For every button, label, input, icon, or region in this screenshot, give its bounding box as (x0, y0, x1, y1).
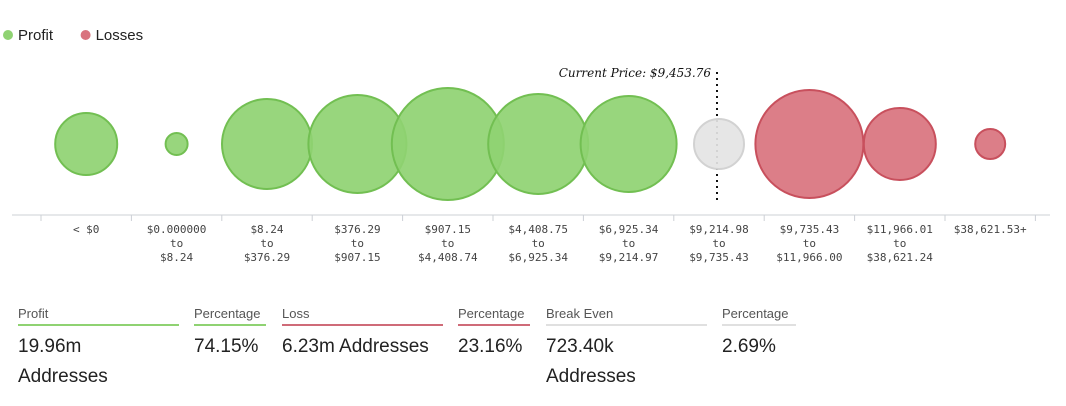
x-tick-label: $4,408.75 (508, 223, 568, 236)
legend-swatch-profit (3, 30, 13, 40)
x-tick-label: < $0 (73, 223, 100, 236)
x-tick-label: $376.29 (244, 251, 290, 264)
legend-swatch-losses (80, 30, 91, 40)
x-tick-label: $11,966.00 (776, 251, 842, 264)
legend-label-losses: Losses (96, 27, 144, 44)
x-tick-label: $907.15 (334, 251, 380, 264)
x-tick-label: $9,735.43 (780, 223, 840, 236)
x-tick-label: to (803, 237, 816, 250)
x-tick-label: to (170, 237, 183, 250)
x-tick-label: $0.000000 (147, 223, 207, 236)
x-tick-label: to (441, 237, 454, 250)
bubble-loss (974, 128, 1007, 160)
x-tick-label: $376.29 (334, 223, 380, 236)
x-tick-label: to (893, 237, 906, 250)
profit-label: Profit (18, 306, 179, 326)
loss-value: 6.23m Addresses (282, 336, 429, 357)
break-even-percentage-value: 2.69% (722, 336, 776, 357)
profit-percentage-label: Percentage (194, 306, 266, 326)
profit-percentage-stat: Percentage 74.15% (194, 306, 266, 362)
break-even-label: Break Even (546, 306, 707, 326)
loss-percentage-label: Percentage (458, 306, 530, 326)
break-even-stat: Break Even 723.40k Addresses (546, 306, 707, 392)
x-tick-label: to (351, 237, 364, 250)
bubble-profit (164, 132, 189, 156)
summary-stats: Profit 19.96m Addresses Percentage 74.15… (0, 306, 1066, 406)
profit-stat: Profit 19.96m Addresses (18, 306, 179, 392)
x-tick-label: to (712, 237, 725, 250)
bubble-profit (390, 87, 505, 201)
current-price-label: Current Price: $9,453.76 (559, 66, 712, 80)
x-tick-label: $6,925.34 (508, 251, 568, 264)
x-tick-label: $6,925.34 (599, 223, 659, 236)
profit-value: 19.96m Addresses (18, 336, 108, 387)
loss-stat: Loss 6.23m Addresses (282, 306, 443, 362)
x-tick-label: $4,408.74 (418, 251, 478, 264)
bubble-loss (754, 89, 865, 199)
profit-percentage-value: 74.15% (194, 336, 259, 357)
x-tick-label: $8.24 (250, 223, 283, 236)
bubble-profit (221, 98, 313, 190)
x-tick-label: to (260, 237, 273, 250)
x-tick-label: to (532, 237, 545, 250)
x-tick-label: $9,735.43 (689, 251, 749, 264)
break-even-value: 723.40k Addresses (546, 336, 636, 387)
bubble-profit (487, 93, 590, 195)
loss-percentage-stat: Percentage 23.16% (458, 306, 530, 362)
break-even-percentage-label: Percentage (722, 306, 796, 326)
legend-label-profit: Profit (18, 27, 54, 44)
x-tick-label: $9,214.97 (599, 251, 659, 264)
x-tick-label: $9,214.98 (689, 223, 749, 236)
x-tick-label: $38,621.24 (867, 251, 934, 264)
bubble-profit (54, 112, 119, 176)
bubble-chart: Profit Losses Current Price: $9,453.76 < $0… (3, 27, 1050, 264)
bubble-profit (579, 95, 678, 193)
bubble-loss (862, 107, 937, 181)
x-tick-label: $38,621.53+ (954, 223, 1027, 236)
x-tick-label: $8.24 (160, 251, 193, 264)
x-tick-label: $907.15 (425, 223, 471, 236)
x-tick-label: $11,966.01 (867, 223, 933, 236)
x-tick-label: to (622, 237, 635, 250)
break-even-percentage-stat: Percentage 2.69% (722, 306, 796, 362)
bubble-even (693, 118, 745, 170)
loss-label: Loss (282, 306, 443, 326)
loss-percentage-value: 23.16% (458, 336, 523, 357)
